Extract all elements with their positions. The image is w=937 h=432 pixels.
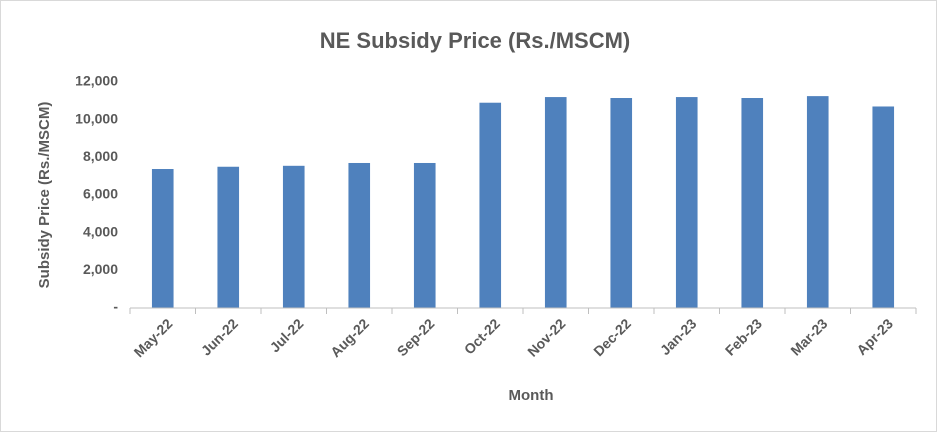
y-tick-label: 12,000	[75, 73, 118, 89]
x-axis-label: Month	[509, 387, 554, 404]
bar	[806, 96, 829, 308]
bar	[217, 166, 240, 308]
y-tick-label: 10,000	[75, 110, 118, 126]
bar	[544, 97, 567, 308]
y-axis-label: Subsidy Price (Rs./MSCM)	[36, 102, 53, 289]
bar	[610, 98, 633, 308]
bar	[741, 98, 764, 308]
bar	[413, 162, 436, 308]
bar	[675, 97, 698, 308]
chart-title: NE Subsidy Price (Rs./MSCM)	[320, 28, 631, 53]
y-tick-label: -	[113, 299, 118, 315]
y-tick-label: 2,000	[83, 261, 118, 277]
y-tick-label: 4,000	[83, 223, 118, 239]
bar	[872, 106, 895, 308]
y-tick-label: 8,000	[83, 148, 118, 164]
bar	[151, 169, 174, 308]
bar	[479, 102, 502, 308]
bar	[282, 165, 305, 308]
bar	[348, 162, 371, 308]
y-tick-label: 6,000	[83, 186, 118, 202]
